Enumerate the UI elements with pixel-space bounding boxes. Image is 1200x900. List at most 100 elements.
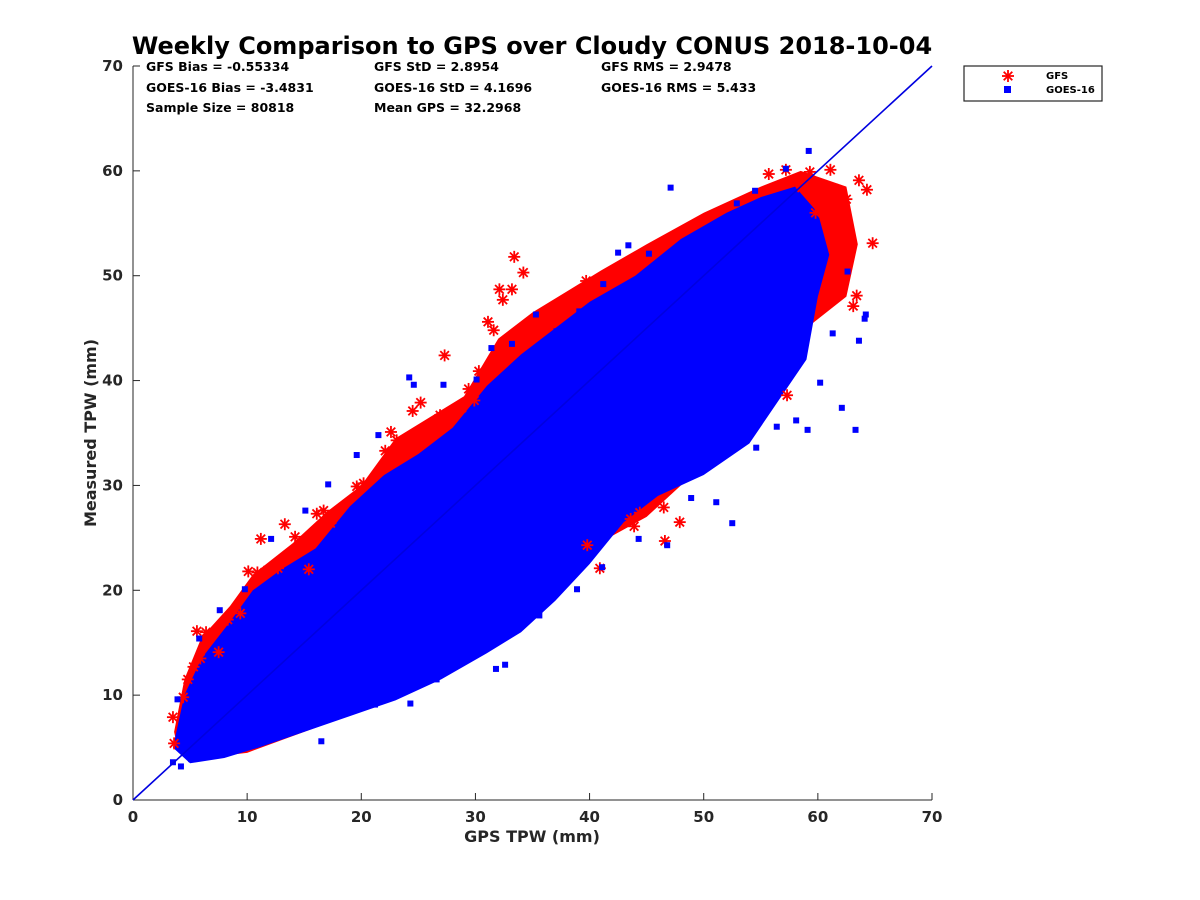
gfs-point <box>517 266 530 279</box>
goes16-point <box>353 452 360 459</box>
y-ticks: 0 10 20 30 40 50 60 70 <box>102 57 140 809</box>
goes16-point <box>264 727 271 734</box>
chart-title: Weekly Comparison to GPS over Cloudy CON… <box>132 32 932 60</box>
goes16-point <box>488 345 495 352</box>
gfs-point <box>496 293 509 306</box>
gfs-point <box>181 673 194 686</box>
goes16-point <box>536 612 543 619</box>
gfs-point <box>302 563 315 576</box>
axes <box>132 66 932 801</box>
goes16-point <box>508 340 515 347</box>
one-to-one-reference-line <box>132 65 933 801</box>
goes16-point <box>782 165 789 172</box>
series-layer <box>166 147 879 770</box>
goes16-point <box>196 635 203 642</box>
goes16-point <box>855 337 862 344</box>
goes16-std-text: GOES-16 StD = 4.1696 <box>374 80 532 95</box>
goes16-point <box>318 738 325 745</box>
gfs-point <box>487 324 500 337</box>
goes16-point <box>407 700 414 707</box>
goes16-point <box>216 607 223 614</box>
gfs-point <box>840 193 853 206</box>
gfs-point <box>628 520 641 533</box>
goes16-rms-text: GOES-16 RMS = 5.433 <box>601 80 756 95</box>
goes16-point <box>817 379 824 386</box>
legend: GFS GOES-16 <box>963 65 1103 102</box>
goes16-point <box>502 661 509 668</box>
goes16-point <box>753 444 760 451</box>
gfs-point <box>493 283 506 296</box>
goes16-point <box>713 499 720 506</box>
gfs-point <box>271 562 284 575</box>
x-tick-label: 40 <box>579 808 600 826</box>
goes16-point <box>410 381 417 388</box>
goes16-point <box>861 315 868 322</box>
y-tick-label: 0 <box>113 791 123 809</box>
gfs-point <box>221 613 234 626</box>
gfs-point <box>831 183 844 196</box>
goes16-point <box>492 665 499 672</box>
goes16-point <box>454 659 461 666</box>
gfs-point <box>317 504 330 517</box>
goes16-point <box>325 481 332 488</box>
y-tick-label: 30 <box>102 476 123 494</box>
mean-gps-text: Mean GPS = 32.2968 <box>374 100 521 115</box>
x-tick-label: 10 <box>237 808 258 826</box>
goes16-point <box>201 750 208 757</box>
gfs-point <box>190 625 203 638</box>
legend-goes16-label: GOES-16 <box>1046 85 1095 96</box>
gfs-point <box>468 394 481 407</box>
x-axis-label: GPS TPW (mm) <box>464 827 600 846</box>
gfs-point <box>254 532 267 545</box>
gfs-point <box>390 434 403 447</box>
gfs-point <box>762 168 775 181</box>
goes16-point <box>336 703 343 710</box>
gfs-point <box>673 516 686 529</box>
goes16-point <box>667 184 674 191</box>
legend-box <box>963 65 1103 102</box>
gfs-point <box>324 517 337 530</box>
goes16-point <box>433 676 440 683</box>
legend-gfs-marker <box>1002 70 1014 82</box>
goes16-point <box>599 564 606 571</box>
gfs-point <box>581 539 594 552</box>
goes16-point <box>574 586 581 593</box>
legend-goes16-marker <box>1004 86 1011 93</box>
gfs-point <box>803 165 816 178</box>
gfs-point <box>261 564 274 577</box>
gfs-point <box>234 607 247 620</box>
goes16-point <box>375 432 382 439</box>
y-axis-label: Measured TPW (mm) <box>81 339 100 527</box>
goes16-point <box>679 253 686 260</box>
goes16-point <box>174 696 181 703</box>
goes16-point <box>829 330 836 337</box>
legend-gfs-label: GFS <box>1046 71 1068 82</box>
gfs-point <box>212 646 225 659</box>
x-tick-label: 20 <box>351 808 372 826</box>
point-cloud <box>172 170 858 764</box>
goes16-point <box>292 720 299 727</box>
y-tick-label: 20 <box>102 581 123 599</box>
goes16-bias-text: GOES-16 Bias = -3.4831 <box>146 80 314 95</box>
gfs-point <box>278 518 291 531</box>
gfs-point <box>481 315 494 328</box>
gfs-point <box>168 737 181 750</box>
goes16-point <box>699 240 706 247</box>
goes16-point <box>664 542 671 549</box>
y-tick-label: 50 <box>102 267 123 285</box>
goes16-density-band <box>172 186 830 764</box>
gfs-point <box>455 401 468 414</box>
gfs-point <box>289 530 302 543</box>
y-tick-label: 10 <box>102 686 123 704</box>
gfs-point <box>781 389 794 402</box>
goes16-point <box>773 423 780 430</box>
gfs-point <box>166 711 179 724</box>
goes16-point <box>268 535 275 542</box>
gfs-point <box>200 626 213 639</box>
gfs-point <box>434 409 447 422</box>
goes16-point <box>844 268 851 275</box>
gfs-point <box>462 382 475 395</box>
gfs-point <box>426 418 439 431</box>
goes16-point <box>733 200 740 207</box>
